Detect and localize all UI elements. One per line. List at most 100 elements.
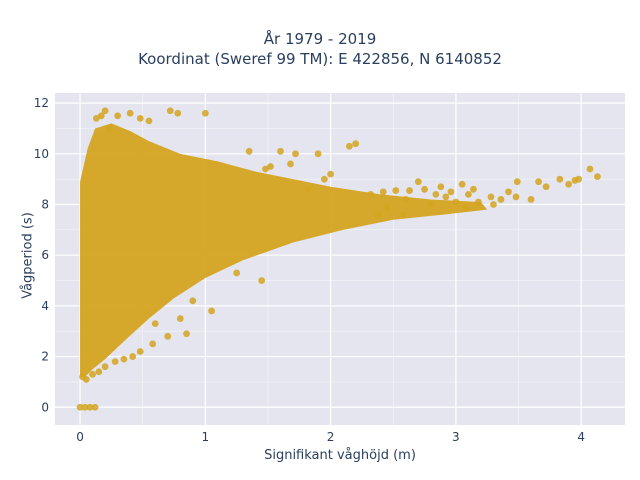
scatter-point — [183, 330, 190, 338]
scatter-point — [174, 109, 182, 117]
scatter-point — [208, 307, 215, 315]
chart-title-line-2: Koordinat (Sweref 99 TM): E 422856, N 61… — [138, 50, 502, 68]
scatter-point — [437, 183, 445, 191]
scatter-point — [421, 185, 428, 193]
scatter-point — [136, 348, 144, 355]
scatter-point — [513, 178, 521, 186]
scatter-point — [374, 211, 382, 219]
scatter-point — [505, 188, 512, 196]
scatter-point — [320, 175, 328, 183]
y-tick-label: 0 — [41, 400, 49, 414]
scatter-point — [101, 107, 109, 115]
scatter-point — [432, 190, 440, 198]
scatter-point — [81, 403, 89, 411]
scatter-point — [91, 403, 99, 411]
scatter-point — [447, 188, 455, 196]
x-axis-title: Signifikant våghöjd (m) — [264, 448, 416, 463]
scatter-point — [527, 196, 535, 203]
scatter-point — [145, 117, 153, 125]
x-tick-label: 1 — [202, 430, 210, 444]
scatter-point — [512, 193, 520, 201]
scatter-point — [542, 183, 550, 191]
scatter-point — [292, 150, 299, 158]
scatter-point — [101, 363, 109, 371]
scatter-point — [126, 109, 134, 117]
x-tick-label: 2 — [327, 430, 335, 444]
scatter-point — [475, 198, 482, 206]
scatter-point — [233, 269, 241, 277]
y-tick-label: 6 — [41, 248, 49, 262]
scatter-point — [136, 114, 144, 122]
scatter-point — [164, 332, 172, 340]
y-tick-label: 10 — [34, 147, 49, 161]
scatter-point — [262, 165, 269, 173]
scatter-point — [111, 358, 119, 366]
scatter-cloud — [80, 123, 488, 377]
scatter-point — [345, 142, 353, 150]
scatter-point — [287, 160, 294, 168]
y-axis-ticks: 0 2 4 6 8 10 12 — [34, 96, 49, 414]
scatter-point — [304, 185, 312, 193]
scatter-point — [189, 297, 197, 305]
scatter-point — [129, 353, 137, 360]
scatter-point — [245, 147, 253, 155]
scatter-point — [97, 112, 105, 120]
scatter-point — [105, 125, 113, 132]
scatter-point — [402, 196, 410, 203]
scatter-point — [176, 315, 184, 322]
scatter-point — [151, 320, 159, 328]
scatter-point — [166, 107, 174, 115]
scatter-point — [352, 140, 360, 148]
scatter-point — [414, 178, 422, 186]
x-tick-label: 4 — [577, 430, 585, 444]
scatter-point — [201, 109, 209, 117]
scatter-point — [327, 170, 335, 178]
scatter-point — [535, 178, 542, 186]
y-tick-label: 12 — [34, 96, 49, 110]
scatter-point — [565, 180, 573, 188]
scatter-point — [392, 187, 400, 194]
y-tick-label: 8 — [41, 198, 49, 212]
scatter-point — [149, 340, 157, 348]
scatter-point — [79, 373, 86, 381]
x-tick-label: 0 — [76, 430, 84, 444]
scatter-point — [258, 277, 266, 284]
scatter-point — [314, 150, 322, 158]
scatter-point — [379, 188, 387, 196]
scatter-point — [92, 114, 100, 122]
scatter-cloud-body — [80, 123, 488, 377]
scatter-point — [470, 185, 477, 193]
scatter-point — [114, 112, 122, 120]
scatter-point — [497, 196, 505, 203]
scatter-point — [95, 368, 103, 376]
scatter-point — [86, 403, 94, 411]
x-axis-ticks: 0 1 2 3 4 — [76, 430, 585, 444]
scatter-point — [76, 403, 84, 411]
scatter-point — [406, 187, 413, 194]
scatter-point — [267, 163, 274, 170]
scatter-point — [367, 190, 375, 198]
scatter-point — [452, 198, 460, 206]
scatter-point — [89, 370, 96, 378]
x-tick-label: 3 — [452, 430, 460, 444]
y-axis-title: Vågperiod (s) — [20, 212, 36, 299]
chart-title-line-1: År 1979 - 2019 — [263, 30, 377, 48]
scatter-point — [399, 211, 407, 219]
scatter-point — [556, 175, 564, 183]
scatter-point — [487, 193, 495, 201]
scatter-point — [594, 173, 601, 181]
scatter-point — [462, 203, 470, 211]
scatter-points — [76, 107, 601, 411]
y-tick-label: 2 — [41, 350, 49, 364]
scatter-point — [383, 203, 391, 211]
scatter-point — [490, 201, 497, 208]
scatter-point — [427, 201, 435, 208]
scatter-point — [465, 190, 472, 198]
y-tick-label: 4 — [41, 299, 49, 313]
scatter-point — [571, 177, 579, 184]
scatter-point — [277, 147, 284, 155]
scatter-point — [120, 355, 128, 363]
scatter-point — [458, 180, 466, 188]
